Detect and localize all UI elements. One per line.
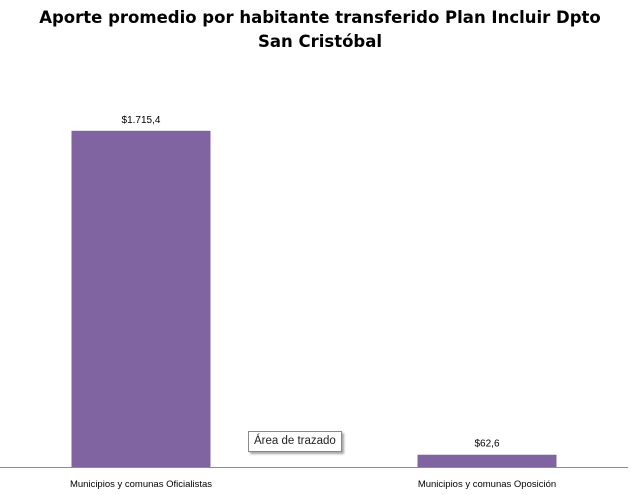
x-tick-label-1: Municipios y comunas Oficialistas: [70, 479, 212, 490]
data-label-1: $1.715,4: [122, 115, 161, 126]
bar-2[interactable]: [417, 454, 557, 467]
data-label-2: $62,6: [474, 439, 499, 450]
x-tick-label-2: Municipios y comunas Oposición: [418, 479, 556, 490]
chart-title: Aporte promedio por habitante transferid…: [39, 8, 601, 51]
bar-1[interactable]: [71, 130, 211, 467]
plot-area-tooltip: Área de trazado: [248, 431, 342, 452]
